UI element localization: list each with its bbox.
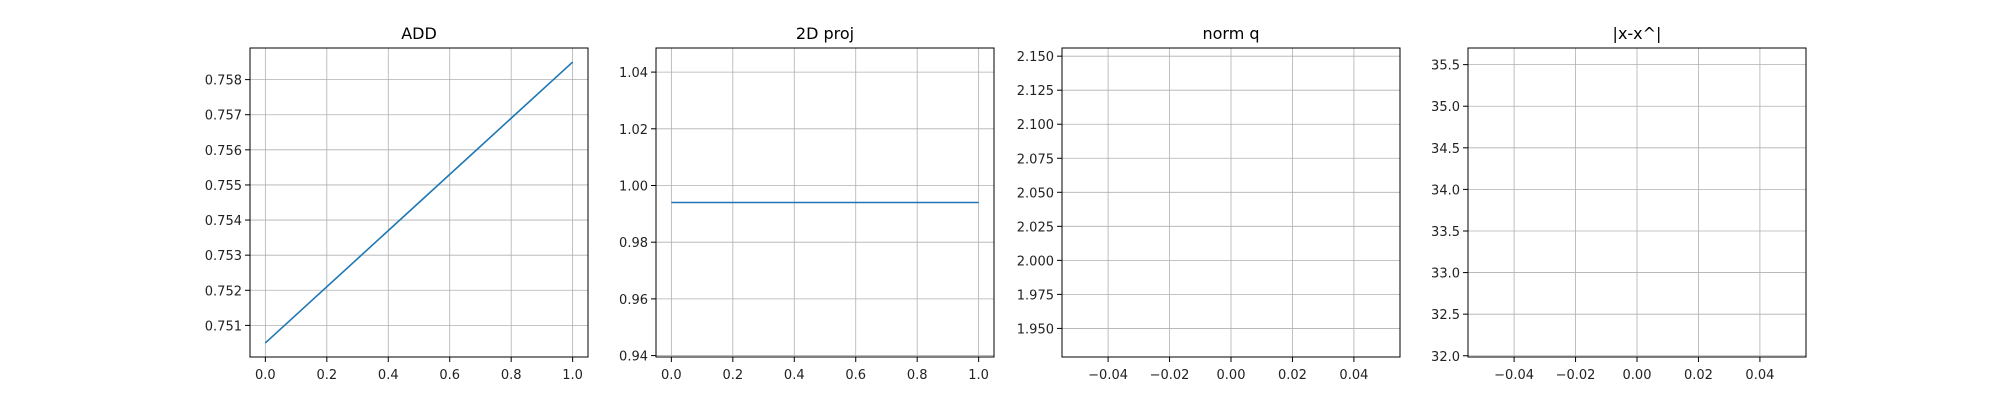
x-tick-label: 0.8 [907, 368, 928, 383]
x-tick-label: 0.00 [1217, 368, 1246, 383]
x-tick-label: 0.2 [316, 368, 337, 383]
x-tick-label: 0.02 [1684, 368, 1713, 383]
y-tick-label: 2.100 [1017, 118, 1054, 133]
x-tick-label: −0.02 [1150, 368, 1190, 383]
x-tick-label: 0.00 [1623, 368, 1652, 383]
x-tick-label: 0.2 [722, 368, 743, 383]
y-tick-label: 0.754 [205, 214, 242, 229]
y-tick-label: 1.975 [1017, 288, 1054, 303]
y-tick-label: 0.756 [205, 144, 242, 159]
y-tick-label: 2.000 [1017, 254, 1054, 269]
y-tick-label: 2.025 [1017, 220, 1054, 235]
y-tick-label: 1.00 [619, 179, 648, 194]
chart-panel-4: −0.04 −0.02 0.00 0.02 0.04 32.0 32.5 33.0 33.5 34… [1431, 24, 1807, 383]
y-tick-label: 34.5 [1431, 142, 1460, 157]
y-tick-label: 33.5 [1431, 225, 1460, 240]
chart-panel-3: −0.04 −0.02 0.00 0.02 0.04 1.950 1.975 2.000 2.0… [1017, 24, 1401, 383]
x-tick-label: 0.4 [784, 368, 805, 383]
x-tick-label: 0.04 [1745, 368, 1774, 383]
chart-title: 2D proj [796, 24, 854, 43]
chart-title: |x-x^| [1613, 24, 1662, 43]
y-tick-label: 2.125 [1017, 84, 1054, 99]
y-tick-label: 2.050 [1017, 186, 1054, 201]
x-tick-label: −0.04 [1088, 368, 1128, 383]
y-tick-label: 1.950 [1017, 322, 1054, 337]
series-line [264, 61, 574, 344]
y-tick-label: 0.94 [619, 350, 648, 365]
y-tick-label: 2.075 [1017, 152, 1054, 167]
chart-panel-1: 0.0 0.2 0.4 0.6 0.8 1.0 0.751 0.752 0.753 0.754 0.… [205, 24, 589, 383]
y-tick-label: 0.96 [619, 293, 648, 308]
y-tick-label: 32.0 [1431, 350, 1460, 365]
x-tick-label: 0.6 [845, 368, 866, 383]
chart-panel-2: 0.0 0.2 0.4 0.6 0.8 1.0 0.94 0.96 0.98 1.00 1.02 1.… [619, 24, 995, 383]
x-tick-label: −0.02 [1556, 368, 1596, 383]
x-tick-label: 0.0 [661, 368, 682, 383]
x-tick-label: 0.8 [501, 368, 522, 383]
y-tick-label: 2.150 [1017, 50, 1054, 65]
y-tick-label: 33.0 [1431, 267, 1460, 282]
x-tick-label: 0.04 [1339, 368, 1368, 383]
x-tick-label: 1.0 [968, 368, 989, 383]
x-tick-label: 0.4 [378, 368, 399, 383]
x-tick-label: 0.0 [255, 368, 276, 383]
x-tick-label: 0.6 [439, 368, 460, 383]
y-tick-label: 34.0 [1431, 183, 1460, 198]
y-tick-label: 32.5 [1431, 308, 1460, 323]
y-tick-label: 0.98 [619, 236, 648, 251]
y-tick-label: 0.758 [205, 74, 242, 89]
y-tick-label: 35.5 [1431, 59, 1460, 74]
y-tick-label: 0.753 [205, 249, 242, 264]
x-tick-label: 1.0 [562, 368, 583, 383]
x-tick-label: −0.04 [1494, 368, 1534, 383]
y-tick-label: 0.757 [205, 109, 242, 124]
y-tick-label: 35.0 [1431, 100, 1460, 115]
chart-title: norm q [1202, 24, 1259, 43]
axes-frame [655, 47, 995, 358]
y-tick-label: 1.02 [619, 123, 648, 138]
x-tick-label: 0.02 [1278, 368, 1307, 383]
y-tick-label: 1.04 [619, 66, 648, 81]
axes-frame [249, 47, 589, 358]
y-tick-label: 0.755 [205, 179, 242, 194]
chart-title: ADD [401, 24, 437, 43]
y-tick-label: 0.752 [205, 284, 242, 299]
y-tick-label: 0.751 [205, 319, 242, 334]
